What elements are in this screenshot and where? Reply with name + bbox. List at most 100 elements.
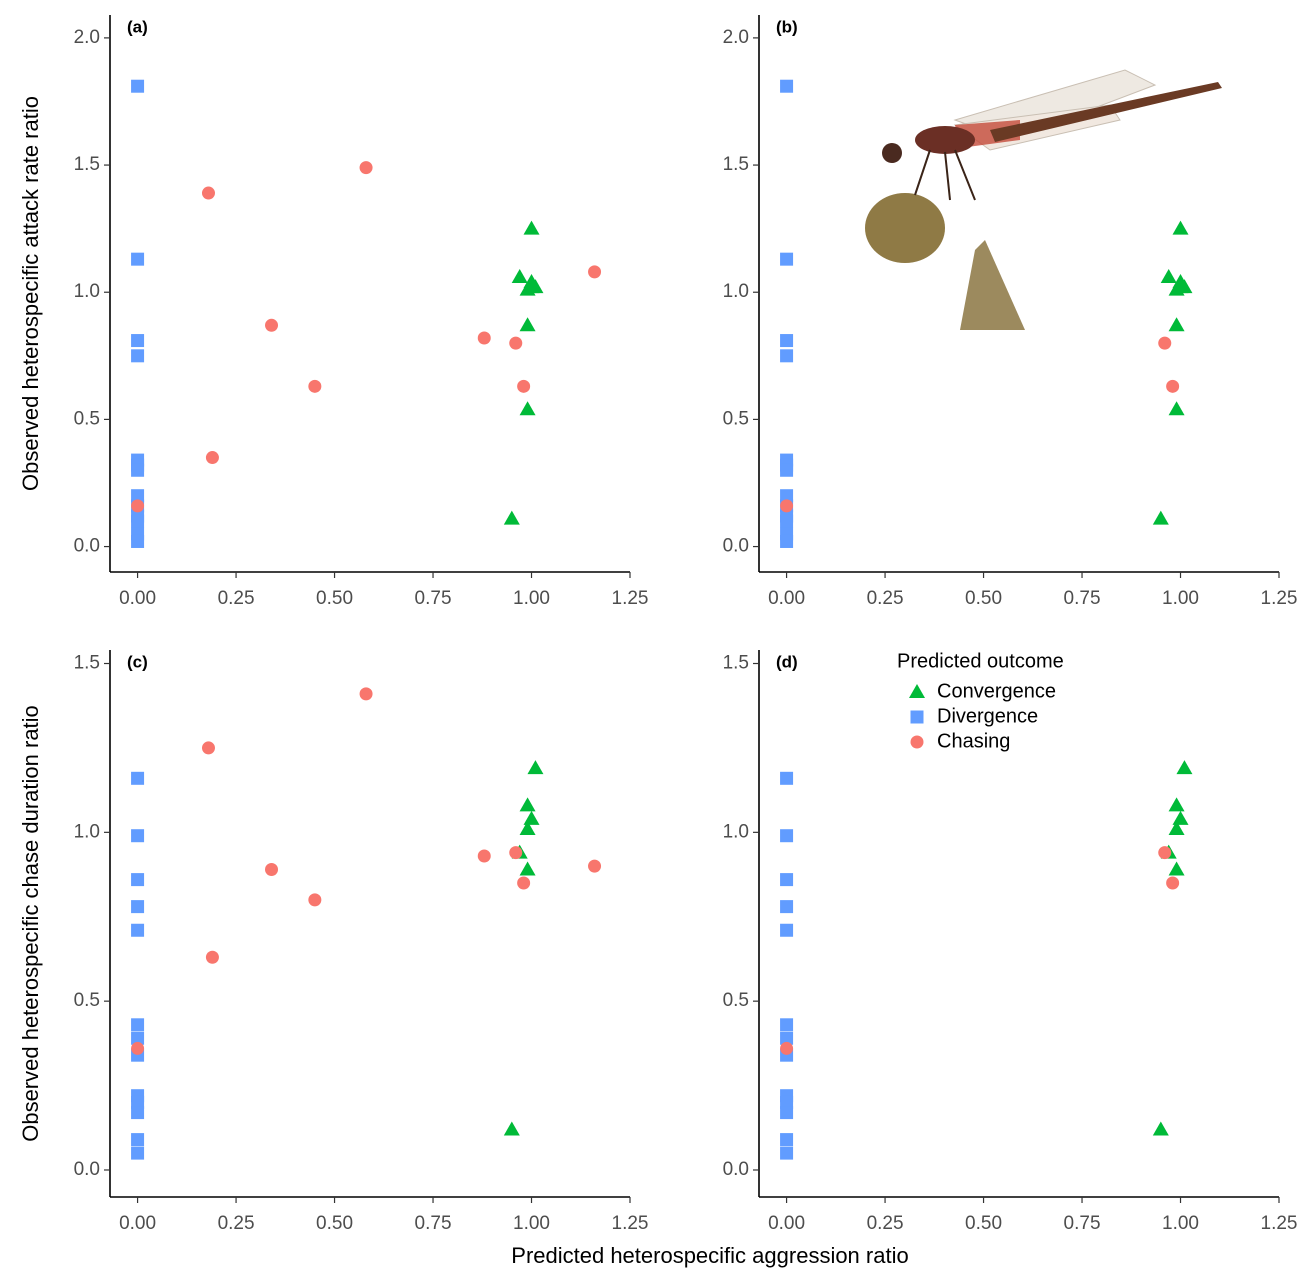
point [519,797,536,812]
x-tick-label: 1.25 [612,588,649,609]
point [780,489,794,503]
point [131,1106,145,1120]
y-tick-label: 0.5 [723,408,749,429]
point [308,893,322,907]
x-tick-label: 0.25 [867,1213,904,1234]
point [780,1133,794,1147]
point [1160,268,1177,283]
x-tick-label: 0.50 [316,588,353,609]
point [780,771,794,785]
x-tick-label: 0.00 [768,1213,805,1234]
point [131,489,145,503]
legend-swatch [909,684,925,698]
point [131,463,145,477]
x-tick-label: 1.25 [1261,1213,1298,1234]
x-tick-label: 1.00 [1162,588,1199,609]
panel-label: (d) [776,652,798,671]
x-tick-label: 0.25 [218,1213,255,1234]
point [780,873,794,887]
x-tick-label: 0.00 [768,588,805,609]
point [201,186,215,200]
panel-label: (c) [127,652,148,671]
point [265,862,279,876]
x-tick-label: 0.75 [415,1213,452,1234]
point [131,900,145,914]
point [205,950,219,964]
panel-label: (b) [776,17,798,36]
point [509,846,523,860]
point [780,349,794,363]
point [131,1146,145,1160]
point [519,317,536,332]
point [1152,1121,1169,1136]
point [1172,279,1189,294]
point [511,268,528,283]
point [523,810,540,825]
point [359,687,373,701]
point [477,331,491,345]
y-tick-label: 0.0 [74,536,100,557]
x-tick-label: 0.25 [218,588,255,609]
x-tick-label: 0.75 [1064,588,1101,609]
point [131,79,145,93]
point [780,334,794,348]
point [588,859,602,873]
y-tick-label: 0.0 [723,536,749,557]
point [503,510,520,525]
legend-label: Convergence [937,680,1056,702]
y-tick-label: 0.5 [74,408,100,429]
x-tick-label: 1.25 [1261,588,1298,609]
point [527,760,544,775]
point [519,401,536,416]
point [1166,876,1180,890]
point [509,336,523,350]
point [1152,510,1169,525]
point [503,1121,520,1136]
y-tick-label: 2.0 [723,27,749,48]
point [131,829,145,843]
point [1168,317,1185,332]
point [780,1018,794,1032]
point [780,923,794,937]
point [131,349,145,363]
dragonfly-illustration [865,69,1222,330]
point [519,861,536,876]
point [1172,220,1189,235]
point [1168,401,1185,416]
point [519,820,536,835]
point [780,463,794,477]
legend-label: Divergence [937,705,1038,727]
y-tick-label: 1.0 [74,821,100,842]
x-tick-label: 1.00 [513,1213,550,1234]
point [517,379,531,393]
point [477,849,491,863]
point [780,900,794,914]
point [131,1018,145,1032]
point [131,252,145,266]
x-tick-label: 1.00 [1162,1213,1199,1234]
x-tick-label: 0.00 [119,588,156,609]
y-tick-label: 1.5 [74,154,100,175]
x-tick-label: 0.00 [119,1213,156,1234]
point [205,451,219,465]
point [780,534,794,548]
legend-swatch [910,735,924,749]
point [780,1146,794,1160]
point [517,876,531,890]
x-tick-label: 0.50 [316,1213,353,1234]
legend-title: Predicted outcome [897,650,1064,672]
point [131,873,145,887]
x-tick-label: 0.75 [415,588,452,609]
x-axis-title: Predicted heterospecific aggression rati… [511,1243,908,1268]
y-tick-label: 1.5 [723,154,749,175]
point [308,379,322,393]
x-tick-label: 0.75 [1064,1213,1101,1234]
x-tick-label: 0.25 [867,588,904,609]
y-tick-label: 0.0 [74,1159,100,1180]
point [1158,846,1172,860]
point [1168,820,1185,835]
x-tick-label: 0.50 [965,1213,1002,1234]
point [131,499,145,513]
point [780,1031,794,1045]
